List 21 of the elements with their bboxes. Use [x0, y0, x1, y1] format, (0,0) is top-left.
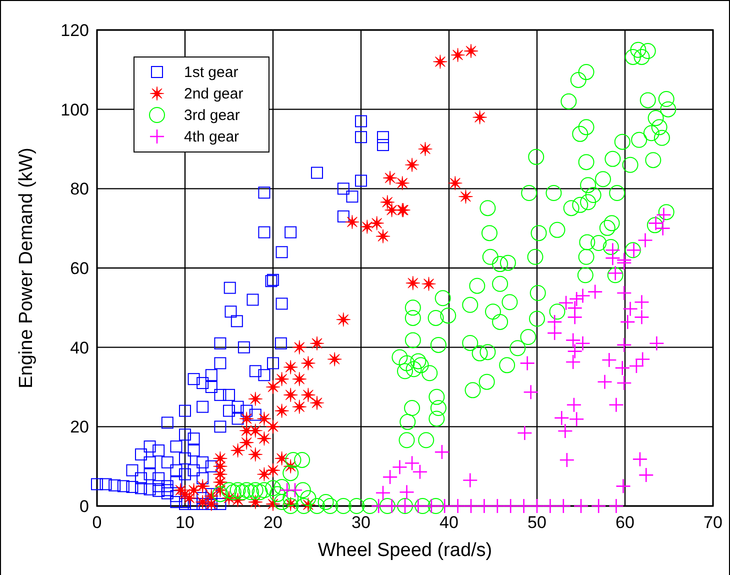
x-tick-label: 40: [440, 513, 458, 532]
x-tick-label: 10: [176, 513, 194, 532]
y-tick-label: 0: [80, 497, 89, 516]
y-tick-label: 60: [70, 259, 89, 278]
y-tick-label: 40: [70, 338, 89, 358]
y-tick-label: 80: [70, 180, 89, 199]
x-tick-label: 0: [92, 513, 102, 532]
legend-label: 2nd gear: [184, 86, 244, 102]
legend-label: 3rd gear: [184, 107, 240, 124]
y-tick-label: 120: [60, 21, 89, 40]
x-axis-title: Wheel Speed (rad/s): [318, 540, 492, 561]
x-tick-label: 30: [352, 513, 370, 532]
x-tick-label: 20: [264, 513, 282, 532]
legend-label: 1st gear: [184, 64, 238, 81]
x-tick-label: 50: [528, 513, 546, 532]
y-axis-title: Engine Power Demand (kW): [16, 148, 37, 388]
x-tick-label: 70: [704, 513, 722, 532]
y-tick-label: 100: [60, 100, 89, 120]
legend-label: 4th gear: [184, 128, 240, 146]
y-tick-label: 20: [70, 418, 89, 437]
x-tick-label: 60: [616, 513, 634, 532]
